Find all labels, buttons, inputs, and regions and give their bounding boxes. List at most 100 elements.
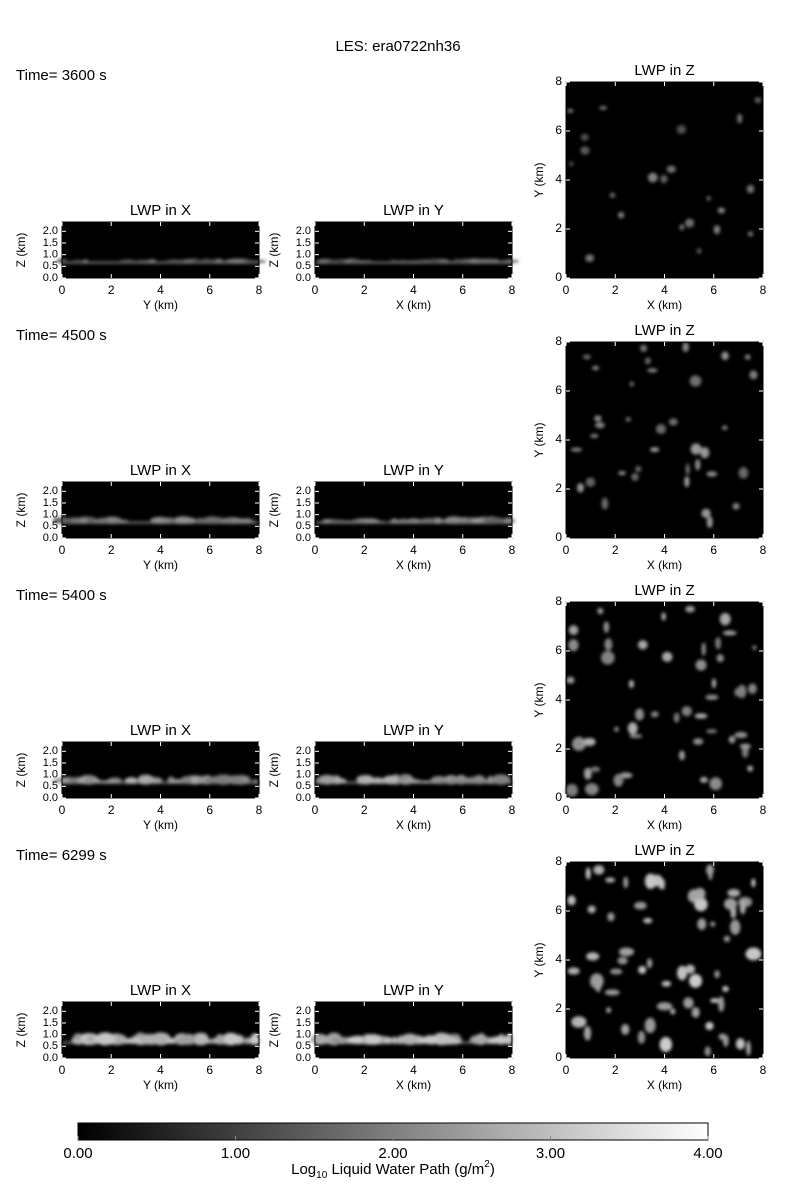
x-tick-label: 4 xyxy=(410,283,417,297)
y-axis-label: Y (km) xyxy=(532,162,546,197)
x-tick-label: 4 xyxy=(157,1063,164,1077)
cloud xyxy=(566,676,575,684)
y-tick-label: 0 xyxy=(555,530,562,544)
x-tick-label: 4 xyxy=(410,1063,417,1077)
cloud xyxy=(723,898,738,910)
x-tick-label: 4 xyxy=(410,543,417,557)
y-tick-label: 1.0 xyxy=(296,509,311,521)
x-tick-label: 6 xyxy=(710,543,717,557)
panel-title: LWP in X xyxy=(130,722,191,739)
colorbar-label-part: Log xyxy=(291,1161,316,1178)
x-axis-label: X (km) xyxy=(396,298,431,312)
time-label: Time= 5400 s xyxy=(16,587,107,604)
x-tick-label: 6 xyxy=(459,803,466,817)
figure-title: LES: era0722nh36 xyxy=(335,38,460,55)
cloud xyxy=(668,418,678,426)
x-tick-label: 8 xyxy=(509,1063,516,1077)
cloud xyxy=(682,342,689,353)
cloud xyxy=(700,447,710,459)
cloud xyxy=(696,248,702,254)
cloud xyxy=(678,750,685,761)
x-tick-label: 2 xyxy=(108,283,115,297)
cloud xyxy=(701,508,711,519)
y-tick-label: 1.5 xyxy=(296,1017,311,1029)
cloud xyxy=(609,192,616,198)
x-tick-label: 0 xyxy=(312,1063,319,1077)
y-tick-label: 0.5 xyxy=(43,260,58,272)
cloud-field xyxy=(315,258,520,264)
y-tick-label: 0 xyxy=(555,270,562,284)
cloud xyxy=(595,979,602,993)
cloud xyxy=(444,516,464,525)
cloud xyxy=(241,518,253,524)
y-tick-label: 1.0 xyxy=(296,1029,311,1041)
x-axis-label: X (km) xyxy=(396,818,431,832)
cloud xyxy=(661,980,672,987)
cloud xyxy=(666,165,676,173)
cloud xyxy=(502,259,520,263)
cloud xyxy=(179,259,195,264)
x-tick-label: 6 xyxy=(206,1063,213,1077)
y-tick-label: 0.0 xyxy=(43,792,58,804)
cloud xyxy=(469,258,479,264)
cloud xyxy=(727,889,741,897)
cloud xyxy=(738,467,749,479)
cloud xyxy=(349,259,360,264)
cloud xyxy=(713,225,721,235)
cloud xyxy=(170,779,184,784)
cloud xyxy=(617,956,628,965)
panel-background xyxy=(315,222,512,278)
y-tick-label: 0.0 xyxy=(296,1052,311,1064)
cloud xyxy=(310,1033,329,1045)
y-tick-label: 4 xyxy=(555,432,562,446)
cloud xyxy=(568,639,579,652)
cloud xyxy=(701,642,706,657)
cloud xyxy=(583,767,592,780)
x-tick-label: 4 xyxy=(157,803,164,817)
y-tick-label: 2.0 xyxy=(296,225,311,237)
x-axis-label: X (km) xyxy=(647,818,682,832)
cloud xyxy=(695,458,701,471)
y-tick-label: 2 xyxy=(555,221,562,235)
cloud xyxy=(141,1034,161,1045)
cloud xyxy=(252,779,259,784)
cloud-field xyxy=(310,1032,514,1046)
cloud xyxy=(737,113,743,124)
cloud xyxy=(723,935,731,943)
cloud xyxy=(718,1033,727,1041)
cloud xyxy=(684,218,695,228)
cloud xyxy=(502,517,515,524)
cloud xyxy=(631,473,639,481)
panel-background xyxy=(315,742,512,798)
colorbar-label-part: Liquid Water Path (g/m xyxy=(327,1161,484,1178)
cloud xyxy=(454,778,477,784)
cloud xyxy=(751,878,756,888)
y-tick-label: 8 xyxy=(555,334,562,348)
cloud xyxy=(677,965,688,981)
cloud xyxy=(691,1006,700,1018)
x-tick-label: 2 xyxy=(108,543,115,557)
panel-title: LWP in Y xyxy=(383,202,444,219)
y-tick-label: 1.0 xyxy=(43,1029,58,1041)
x-axis-label: Y (km) xyxy=(143,818,178,832)
cloud xyxy=(705,694,719,700)
y-tick-label: 0.5 xyxy=(43,520,58,532)
cloud xyxy=(661,612,666,621)
cloud xyxy=(137,774,155,785)
y-axis-label: Y (km) xyxy=(532,682,546,717)
panel-background xyxy=(566,342,763,538)
y-tick-label: 0.5 xyxy=(296,260,311,272)
cloud xyxy=(710,921,716,927)
time-label: Time= 3600 s xyxy=(16,67,107,84)
x-tick-label: 8 xyxy=(760,803,767,817)
x-tick-label: 4 xyxy=(661,283,668,297)
cloud xyxy=(685,605,695,613)
cloud xyxy=(586,952,600,961)
cloud xyxy=(394,260,412,263)
panel-background xyxy=(315,1002,512,1058)
y-tick-label: 2.0 xyxy=(43,225,58,237)
cloud xyxy=(705,729,718,734)
cloud xyxy=(728,735,736,744)
cloud xyxy=(654,878,666,886)
cloud xyxy=(577,482,584,493)
